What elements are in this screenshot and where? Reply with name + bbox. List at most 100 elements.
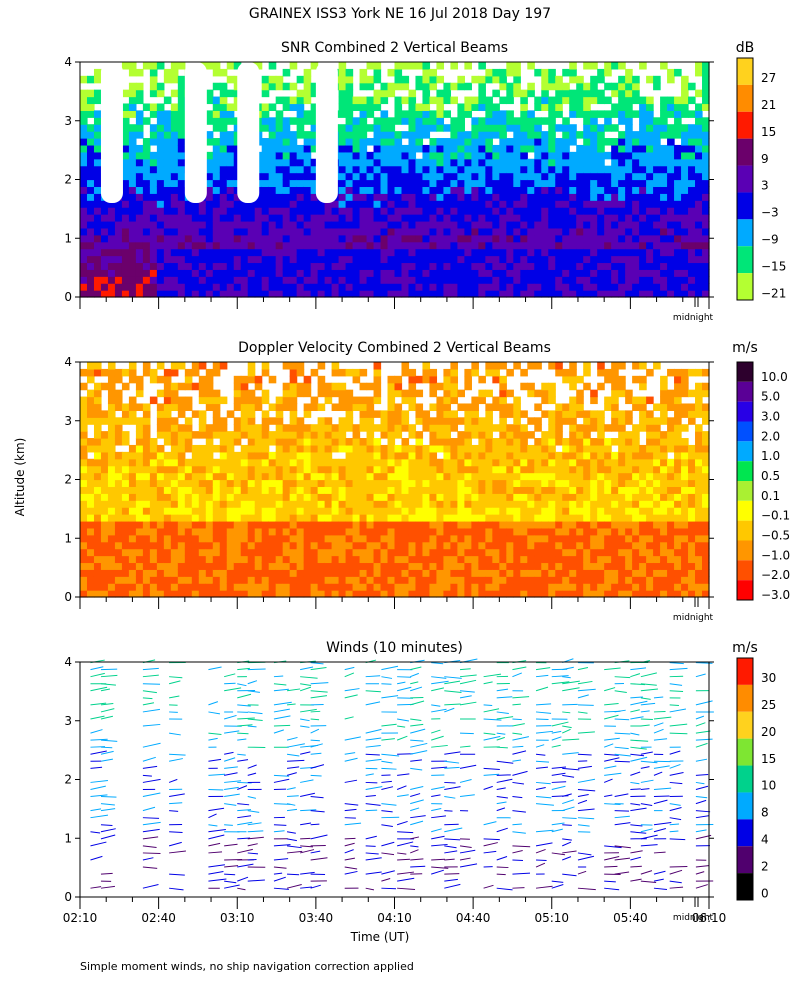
wind-barb (365, 857, 382, 861)
wind-barb (459, 794, 475, 798)
wind-barb (90, 746, 106, 748)
wind-barb (669, 771, 684, 776)
wind-barb (344, 866, 358, 870)
wind-barb (431, 766, 448, 769)
wind-barb (459, 679, 477, 685)
wind-barb (381, 738, 395, 741)
wind-barb (551, 675, 569, 678)
wind-barb (273, 708, 290, 713)
colorbar-swatch (737, 684, 753, 712)
colorbar-label: 25 (761, 698, 776, 712)
wind-barb (365, 852, 379, 855)
wind-barb (630, 696, 643, 699)
wind-barb (90, 841, 107, 847)
wind-barb (562, 738, 580, 741)
wind-barb (397, 676, 412, 678)
wind-barb (247, 822, 262, 826)
wind-barb (365, 753, 380, 756)
y-tick-label: 0 (64, 290, 72, 304)
wind-barb (535, 760, 550, 763)
wind-barb (551, 880, 564, 883)
wind-barb (630, 683, 646, 686)
wind-barb (630, 831, 647, 834)
wind-barb (344, 803, 359, 806)
wind-barb (410, 718, 422, 721)
colorbar-swatch (737, 192, 753, 220)
colorbar-frame (736, 361, 754, 601)
wind-barb (273, 830, 285, 833)
wind-barb (224, 772, 238, 776)
wind-barb (410, 815, 426, 819)
wind-barb (653, 738, 668, 741)
wind-barb (310, 884, 321, 889)
panel-2: Doppler Velocity Combined 2 Vertical Bea… (64, 340, 790, 623)
x-tick-label: 04:10 (377, 911, 412, 925)
wind-barb (223, 757, 236, 762)
wind-barb (669, 880, 682, 884)
wind-barb (496, 688, 509, 692)
wind-barb (247, 680, 258, 685)
colorbar-label: −9 (761, 233, 779, 247)
wind-barb (695, 785, 709, 790)
wind-barb (90, 666, 104, 671)
wind-barb (381, 695, 399, 699)
wind-barb (535, 829, 554, 833)
wind-barb (273, 675, 284, 678)
wind-barb (669, 817, 682, 821)
wind-barb (535, 862, 546, 868)
y-tick-label: 2 (64, 473, 72, 487)
wind-barb (344, 757, 358, 762)
wind-barb (431, 815, 447, 819)
y-tick-label: 4 (64, 355, 72, 369)
wind-barb (653, 765, 670, 769)
wind-barb (273, 683, 287, 686)
wind-barb (669, 683, 683, 686)
wind-barb (496, 736, 505, 741)
wind-barb (90, 831, 101, 834)
wind-barb (577, 887, 596, 891)
colorbar-label: −3 (761, 206, 779, 220)
colorbar-label: 0 (761, 886, 769, 900)
wind-barb (512, 823, 522, 826)
wind-barb (483, 673, 502, 678)
wind-barb (562, 856, 572, 861)
wind-barb (695, 715, 705, 720)
wind-barb (237, 738, 247, 741)
colorbar-swatch (737, 441, 753, 462)
wind-barb (237, 704, 251, 707)
wind-barb (444, 838, 461, 841)
wind-barb (562, 680, 580, 685)
colorbar-label: 10.0 (761, 370, 788, 384)
wind-barb (237, 803, 250, 806)
wind-barb (397, 871, 415, 875)
wind-barb (90, 785, 106, 790)
wind-barb (169, 758, 183, 762)
wind-barb (695, 758, 708, 762)
wind-barb (431, 662, 444, 665)
wind-barb (695, 810, 711, 813)
wind-barb (577, 852, 592, 856)
wind-barb (365, 690, 381, 693)
wind-barb (653, 728, 664, 734)
wind-barb (397, 773, 410, 776)
wind-barb (630, 732, 640, 736)
wind-barb (142, 845, 157, 849)
wind-barb (630, 850, 643, 854)
wind-barb (562, 767, 580, 771)
wind-barb (90, 686, 108, 692)
wind-barb (208, 813, 217, 819)
wind-barb (169, 676, 183, 679)
wind-barb (381, 878, 391, 882)
wind-barb (310, 850, 321, 854)
wind-barb (577, 799, 588, 805)
wind-barb (100, 703, 114, 706)
wind-barb (247, 843, 258, 847)
wind-barb (512, 845, 531, 848)
wind-barb (310, 710, 321, 713)
wind-barb (512, 745, 524, 748)
wind-barb (630, 865, 642, 868)
wind-barb (512, 781, 525, 785)
wind-barb (577, 765, 592, 769)
wind-barb (444, 707, 455, 713)
wind-barb (512, 831, 526, 834)
